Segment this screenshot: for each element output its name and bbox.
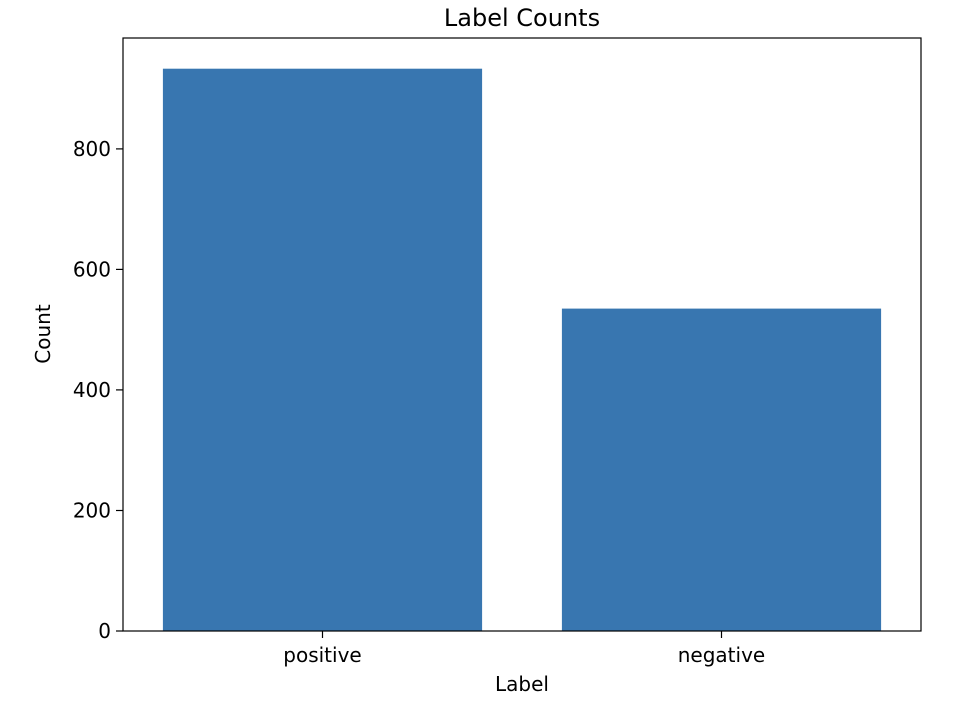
x-tick-label: negative <box>678 643 765 667</box>
y-tick-label: 200 <box>73 499 111 523</box>
axes-spines <box>122 37 922 632</box>
y-tick-label: 600 <box>73 257 111 281</box>
y-tick-label: 0 <box>98 619 111 643</box>
bar-positive <box>162 68 483 631</box>
y-tick-label: 800 <box>73 137 111 161</box>
chart-title: Label Counts <box>443 4 601 32</box>
x-tick-label: positive <box>283 643 361 667</box>
x-axis-label: Label <box>495 672 549 696</box>
y-tick-label: 400 <box>73 378 111 402</box>
bar-negative <box>561 308 882 631</box>
